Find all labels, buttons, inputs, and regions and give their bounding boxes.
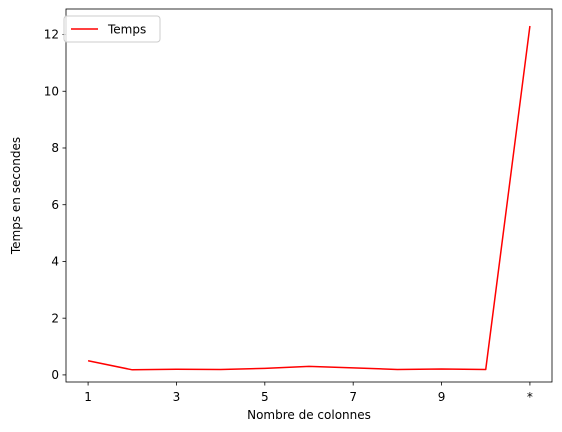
x-axis-ticks: 1 3 5 7 9 * <box>84 382 533 404</box>
x-axis-label: Nombre de colonnes <box>247 408 371 422</box>
y-tick-label: 0 <box>51 368 59 382</box>
x-tick-label: 3 <box>173 390 181 404</box>
x-tick-label: 7 <box>349 390 357 404</box>
series-line-temps <box>87 25 531 371</box>
y-tick-label: 6 <box>51 198 59 212</box>
y-axis-label: Temps en secondes <box>9 137 23 255</box>
axes-frame <box>65 8 553 383</box>
y-tick-label: 12 <box>44 28 59 42</box>
y-tick-label: 10 <box>44 84 59 98</box>
x-tick-label: 1 <box>84 390 92 404</box>
legend: Temps <box>63 15 161 43</box>
y-tick-label: 2 <box>51 311 59 325</box>
legend-box <box>63 15 161 43</box>
plot-area <box>87 25 531 371</box>
x-tick-label: 9 <box>438 390 446 404</box>
x-tick-label: * <box>527 390 533 404</box>
y-tick-label: 8 <box>51 141 59 155</box>
y-tick-label: 4 <box>51 255 59 269</box>
legend-label-temps: Temps <box>107 23 146 37</box>
x-tick-label: 5 <box>261 390 269 404</box>
y-axis-ticks: 0 2 4 6 8 10 12 <box>44 28 66 382</box>
